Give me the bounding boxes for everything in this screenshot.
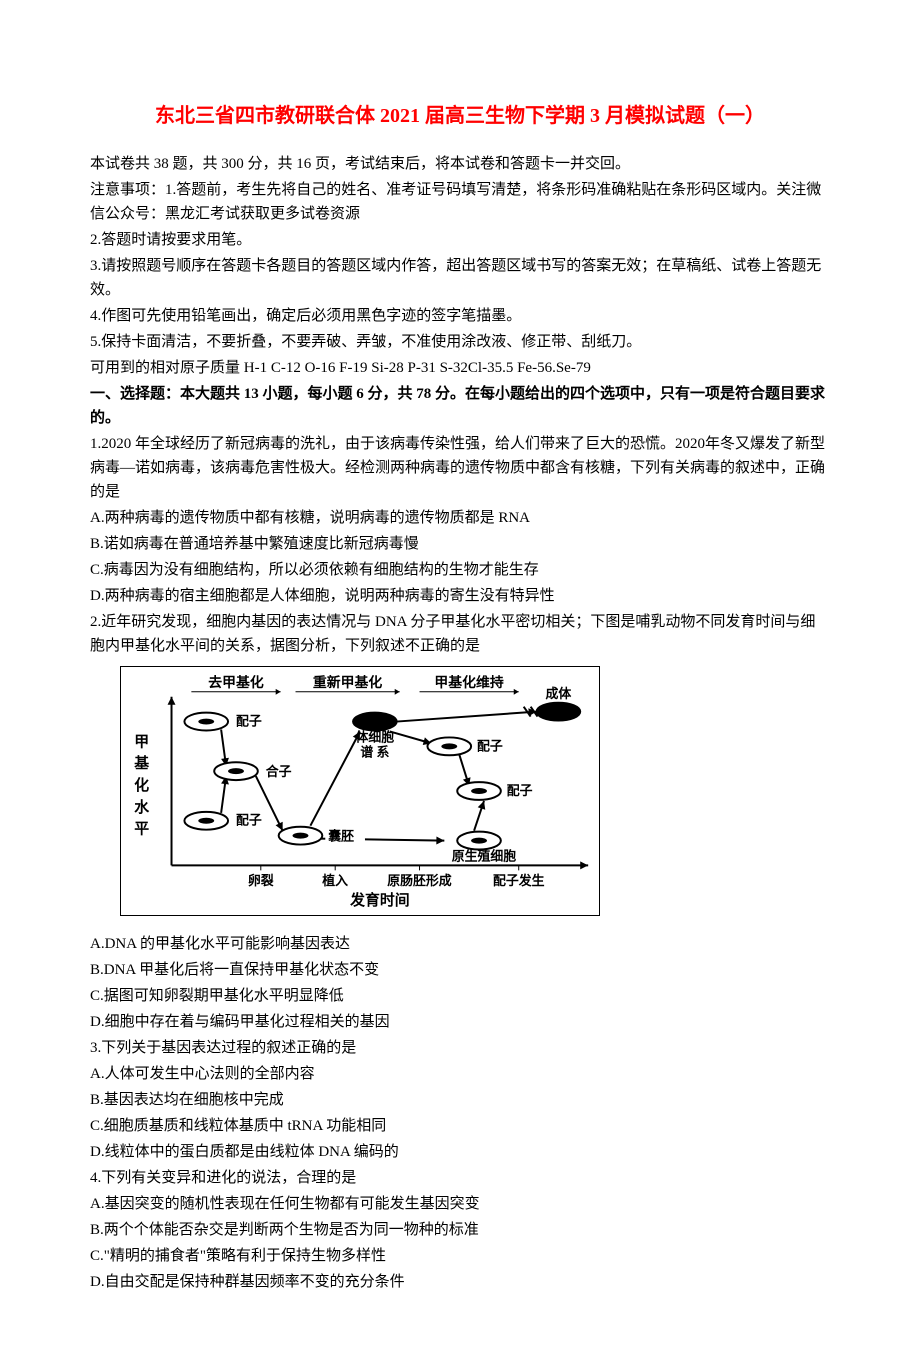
svg-text:发育时间: 发育时间: [349, 891, 410, 909]
q3-option-a: A.人体可发生中心法则的全部内容: [90, 1062, 830, 1086]
intro-line-1: 本试卷共 38 题，共 300 分，共 16 页，考试结束后，将本试卷和答题卡一…: [90, 152, 830, 176]
q4-option-d: D.自由交配是保持种群基因频率不变的充分条件: [90, 1270, 830, 1294]
svg-text:配子: 配子: [477, 739, 503, 753]
svg-text:化: 化: [134, 776, 149, 794]
svg-text:原生殖细胞: 原生殖细胞: [452, 848, 517, 863]
q3-option-c: C.细胞质基质和线粒体基质中 tRNA 功能相同: [90, 1114, 830, 1138]
intro-line-2: 注意事项：1.答题前，考生先将自己的姓名、准考证号码填写清楚，将条形码准确粘贴在…: [90, 178, 830, 226]
section-1-header: 一、选择题：本大题共 13 小题，每小题 6 分，共 78 分。在每小题给出的四…: [90, 382, 830, 430]
q4-option-c: C."精明的捕食者"策略有利于保持生物多样性: [90, 1244, 830, 1268]
svg-text:配子: 配子: [236, 715, 262, 729]
intro-line-3: 2.答题时请按要求用笔。: [90, 228, 830, 252]
q1-option-b: B.诺如病毒在普通培养基中繁殖速度比新冠病毒慢: [90, 532, 830, 556]
svg-text:水: 水: [134, 798, 149, 816]
q4-option-b: B.两个个体能否杂交是判断两个生物是否为同一物种的标准: [90, 1218, 830, 1242]
svg-text:合子: 合子: [265, 764, 292, 779]
intro-line-7: 可用到的相对原子质量 H-1 C-12 O-16 F-19 Si-28 P-31…: [90, 356, 830, 380]
intro-line-6: 5.保持卡面清洁，不要折叠，不要弄破、弄皱，不准使用涂改液、修正带、刮纸刀。: [90, 330, 830, 354]
svg-text:配子发生: 配子发生: [493, 873, 545, 888]
q4-option-a: A.基因突变的随机性表现在任何生物都有可能发生基因突变: [90, 1192, 830, 1216]
svg-text:囊胚: 囊胚: [327, 829, 354, 844]
svg-text:配子: 配子: [236, 814, 262, 828]
svg-text:重新甲基化: 重新甲基化: [313, 674, 383, 691]
svg-text:基: 基: [133, 754, 149, 772]
q3-option-d: D.线粒体中的蛋白质都是由线粒体 DNA 编码的: [90, 1140, 830, 1164]
svg-text:配子: 配子: [507, 784, 533, 798]
q2-option-d: D.细胞中存在着与编码甲基化过程相关的基因: [90, 1010, 830, 1034]
svg-text:去甲基化: 去甲基化: [208, 674, 264, 691]
q1-option-d: D.两种病毒的宿主细胞都是人体细胞，说明两种病毒的寄生没有特异性: [90, 584, 830, 608]
q3-stem: 3.下列关于基因表达过程的叙述正确的是: [90, 1036, 830, 1060]
q2-stem: 2.近年研究发现，细胞内基因的表达情况与 DNA 分子甲基化水平密切相关；下图是…: [90, 610, 830, 658]
intro-line-4: 3.请按照题号顺序在答题卡各题目的答题区域内作答，超出答题区域书写的答案无效；在…: [90, 254, 830, 302]
q2-option-c: C.据图可知卵裂期甲基化水平明显降低: [90, 984, 830, 1008]
q4-stem: 4.下列有关变异和进化的说法，合理的是: [90, 1166, 830, 1190]
q1-stem: 1.2020 年全球经历了新冠病毒的洗礼，由于该病毒传染性强，给人们带来了巨大的…: [90, 432, 830, 504]
svg-text:谱 系: 谱 系: [360, 744, 389, 759]
svg-text:甲基化维持: 甲基化维持: [434, 674, 504, 691]
methylation-diagram: 甲基化水平去甲基化重新甲基化甲基化维持配子合子配子囊胚体细胞谱 系配子配子原生殖…: [120, 666, 600, 916]
svg-text:原肠胚形成: 原肠胚形成: [387, 873, 452, 888]
q2-option-a: A.DNA 的甲基化水平可能影响基因表达: [90, 932, 830, 956]
svg-text:平: 平: [134, 821, 149, 838]
q2-diagram-container: 甲基化水平去甲基化重新甲基化甲基化维持配子合子配子囊胚体细胞谱 系配子配子原生殖…: [120, 666, 830, 924]
q3-option-b: B.基因表达均在细胞核中完成: [90, 1088, 830, 1112]
q2-option-b: B.DNA 甲基化后将一直保持甲基化状态不变: [90, 958, 830, 982]
intro-line-5: 4.作图可先使用铅笔画出，确定后必须用黑色字迹的签字笔描墨。: [90, 304, 830, 328]
q1-option-a: A.两种病毒的遗传物质中都有核糖，说明病毒的遗传物质都是 RNA: [90, 506, 830, 530]
exam-title: 东北三省四市教研联合体 2021 届高三生物下学期 3 月模拟试题（一）: [90, 100, 830, 132]
svg-text:卵裂: 卵裂: [248, 873, 274, 888]
q1-option-c: C.病毒因为没有细胞结构，所以必须依赖有细胞结构的生物才能生存: [90, 558, 830, 582]
svg-text:甲: 甲: [134, 733, 149, 750]
svg-text:植入: 植入: [321, 873, 348, 888]
svg-text:体细胞: 体细胞: [356, 729, 395, 744]
svg-text:成体: 成体: [546, 686, 572, 701]
